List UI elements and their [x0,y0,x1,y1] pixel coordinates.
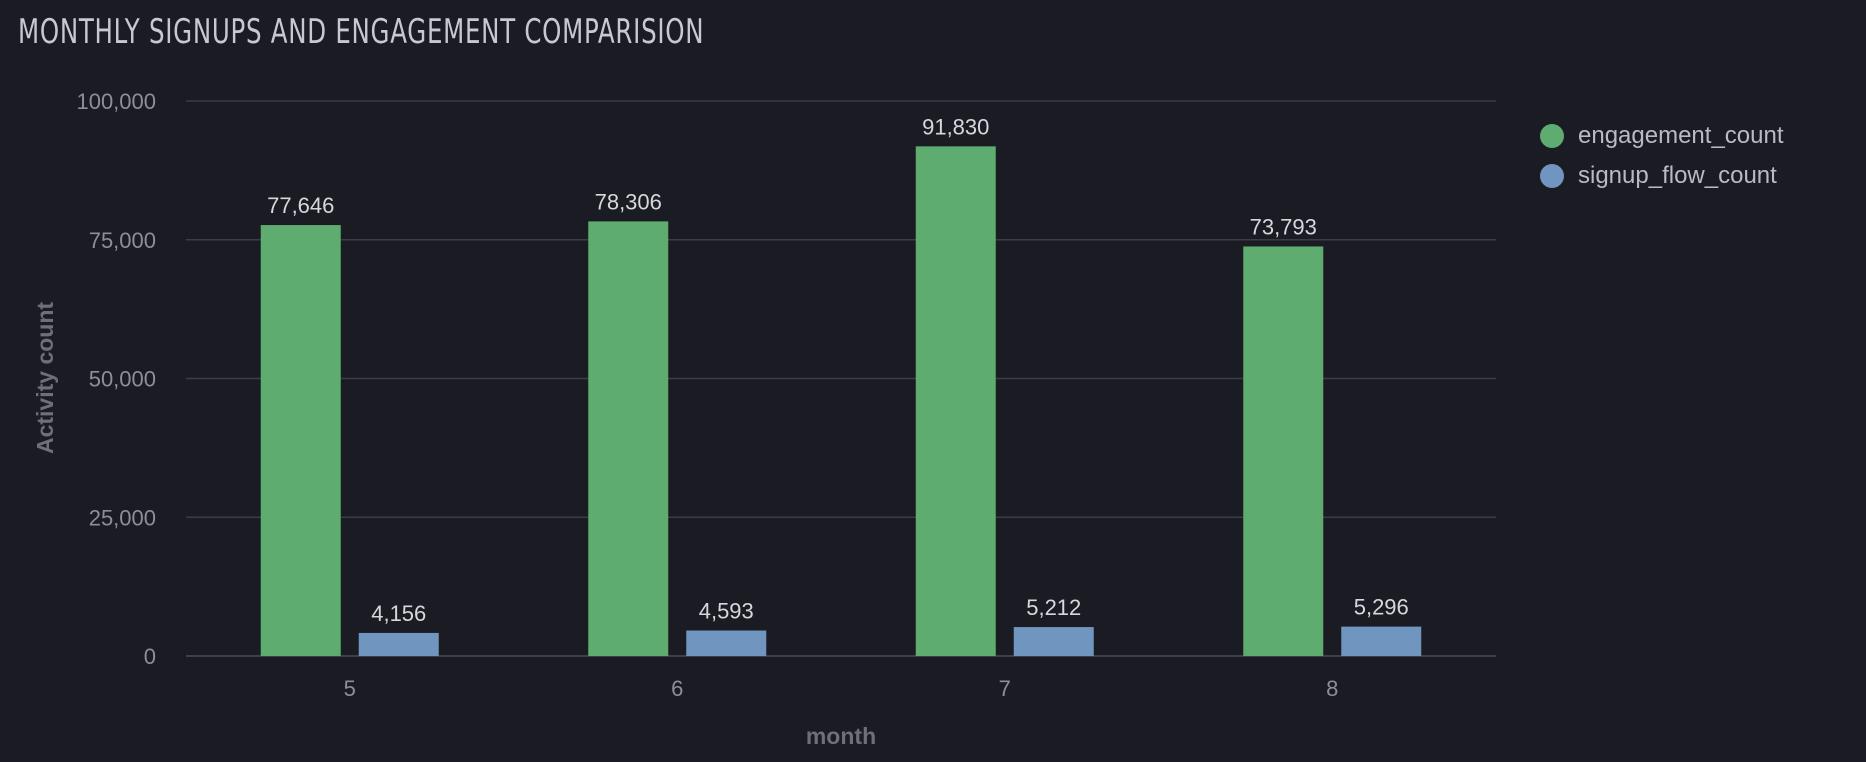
x-tick-label: 8 [1326,676,1338,701]
legend-item-signup_flow_count[interactable]: signup_flow_count [1540,156,1784,196]
data-label: 77,646 [267,193,334,218]
y-tick-label: 50,000 [89,367,156,392]
x-tick-label: 6 [671,676,683,701]
legend-swatch-icon [1540,164,1564,188]
y-tick-label: 100,000 [76,89,156,114]
data-label: 5,212 [1026,595,1081,620]
legend-label: signup_flow_count [1578,162,1777,189]
legend-swatch-icon [1540,124,1564,148]
bar-engagement_count-8[interactable] [1243,246,1324,656]
bar-signup_flow_count-7[interactable] [1013,627,1094,656]
bar-signup_flow_count-8[interactable] [1341,626,1422,656]
y-axis-label: Activity count [32,302,58,454]
bar-engagement_count-7[interactable] [915,146,996,656]
bar-signup_flow_count-6[interactable] [686,630,767,656]
data-label: 78,306 [595,189,662,214]
data-label: 91,830 [922,114,989,139]
bar-engagement_count-6[interactable] [588,221,669,656]
y-tick-label: 75,000 [89,228,156,253]
data-labels: 77,646 4,156 78,306 4,593 91,830 5,212 73,793 5… [267,114,1409,626]
bars [260,146,1422,656]
x-tick-label: 5 [344,676,356,701]
data-label: 4,593 [699,599,754,624]
bar-signup_flow_count-5[interactable] [358,632,439,656]
legend-item-engagement_count[interactable]: engagement_count [1540,116,1784,156]
legend: engagement_count signup_flow_count [1540,116,1784,196]
data-label: 5,296 [1354,595,1409,620]
y-tick-label: 0 [144,644,156,669]
legend-label: engagement_count [1578,122,1784,149]
x-tick-labels: 5 6 7 8 [344,676,1339,701]
chart-title: MONTHLY SIGNUPS AND ENGAGEMENT COMPARISI… [18,12,705,52]
y-tick-labels: 0 25,000 50,000 75,000 100,000 [76,89,156,669]
bar-engagement_count-5[interactable] [260,225,341,656]
data-label: 4,156 [371,601,426,626]
data-label: 73,793 [1250,214,1317,239]
y-tick-label: 25,000 [89,505,156,530]
x-tick-label: 7 [999,676,1011,701]
x-axis-label: month [806,723,876,749]
